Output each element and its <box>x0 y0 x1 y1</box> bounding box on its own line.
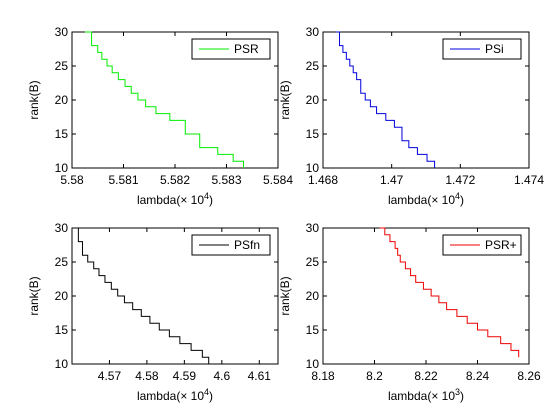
x-tick-label: 1.47 <box>380 173 404 187</box>
y-tick-label: 30 <box>306 221 320 235</box>
x-tick-label: 5.581 <box>108 173 138 187</box>
x-axis-label-exponent: 3 <box>455 387 460 397</box>
x-tick-label: 1.468 <box>308 173 338 187</box>
legend: PSfn <box>191 234 271 256</box>
y-axis-label: rank(B) <box>27 80 41 119</box>
y-tick-label: 15 <box>306 323 320 337</box>
x-axis-label: lambda(× 104) <box>137 191 213 207</box>
y-axis-label: rank(B) <box>278 80 292 119</box>
legend-box <box>442 38 522 60</box>
x-tick-label: 5.583 <box>211 173 241 187</box>
y-axis-label: rank(B) <box>27 276 41 315</box>
x-axis-label: lambda(× 104) <box>137 387 213 403</box>
x-axis-label-paren: ) <box>209 389 213 403</box>
x-tick-label: 8.2 <box>366 369 383 383</box>
y-tick-label: 15 <box>55 127 69 141</box>
chart-panel-top-left: 5.58 5.581 5.582 5.583 5.584 10 15 20 25 30 rank(B… <box>27 25 293 207</box>
chart-panel-bottom-right: 8.18 8.2 8.22 8.24 8.26 10 15 20 25 30 rank(B) lamb… <box>278 221 541 403</box>
y-tick-label: 25 <box>306 255 320 269</box>
chart-panel-bottom-left: 4.57 4.58 4.59 4.6 4.61 10 15 20 25 30 rank(B) lamb… <box>27 221 279 403</box>
series-line-psr <box>84 31 244 168</box>
x-axis-label: lambda(× 104) <box>388 191 464 207</box>
y-tick-label: 30 <box>55 25 69 39</box>
legend-label: PSi <box>485 42 504 56</box>
x-axis-label-paren: ) <box>460 389 464 403</box>
y-tick-label: 30 <box>55 221 69 235</box>
x-tick-label: 1.472 <box>445 173 475 187</box>
y-tick-label: 25 <box>55 59 69 73</box>
y-tick-label: 10 <box>55 357 69 371</box>
chart-panel-top-right: 1.468 1.47 1.472 1.474 10 15 20 25 30 rank(B) lamb… <box>278 25 544 207</box>
y-tick-label: 20 <box>306 93 320 107</box>
legend-label: PSR <box>234 42 259 56</box>
x-tick-label: 4.6 <box>213 369 230 383</box>
x-tick-label: 1.474 <box>514 173 544 187</box>
legend-box <box>191 234 271 256</box>
y-tick-label: 10 <box>55 161 69 175</box>
legend: PSi <box>442 38 522 60</box>
y-tick-label: 30 <box>306 25 320 39</box>
x-tick-label: 4.61 <box>248 369 272 383</box>
x-axis-label: lambda(× 103) <box>388 387 464 403</box>
y-tick-label: 15 <box>306 127 320 141</box>
x-tick-label: 5.582 <box>160 173 190 187</box>
y-tick-label: 10 <box>306 357 320 371</box>
y-tick-label: 25 <box>306 59 320 73</box>
x-axis-label-exponent: 4 <box>455 191 460 201</box>
y-tick-label: 15 <box>55 323 69 337</box>
y-tick-label: 20 <box>55 93 69 107</box>
x-axis-label-text: lambda(× 10 <box>388 389 455 403</box>
legend-label: PSfn <box>234 238 260 252</box>
legend-box <box>442 234 522 256</box>
y-tick-label: 25 <box>55 255 69 269</box>
x-tick-label: 4.59 <box>173 369 197 383</box>
x-axis-label-exponent: 4 <box>204 387 209 397</box>
x-axis-label-text: lambda(× 10 <box>388 193 455 207</box>
x-axis-label-paren: ) <box>209 193 213 207</box>
x-axis-label-text: lambda(× 10 <box>137 193 204 207</box>
y-tick-label: 10 <box>306 161 320 175</box>
series-line-psfn <box>73 227 210 364</box>
series-line-psr- <box>379 227 520 358</box>
legend: PSR <box>191 38 271 60</box>
legend: PSR+ <box>442 234 522 256</box>
x-tick-label: 4.58 <box>135 369 159 383</box>
x-axis-label-text: lambda(× 10 <box>137 389 204 403</box>
x-tick-label: 8.26 <box>517 369 541 383</box>
x-tick-label: 4.57 <box>98 369 122 383</box>
x-tick-label: 5.58 <box>60 173 84 187</box>
x-axis-label-paren: ) <box>460 193 464 207</box>
y-tick-label: 20 <box>55 289 69 303</box>
x-tick-label: 8.22 <box>414 369 438 383</box>
x-tick-label: 8.18 <box>311 369 335 383</box>
x-axis-label-exponent: 4 <box>204 191 209 201</box>
x-tick-label: 8.24 <box>466 369 490 383</box>
y-tick-label: 20 <box>306 289 320 303</box>
x-tick-label: 5.584 <box>263 173 293 187</box>
legend-label: PSR+ <box>485 238 517 252</box>
series-line-psi <box>336 31 436 168</box>
legend-box <box>191 38 271 60</box>
y-axis-label: rank(B) <box>278 276 292 315</box>
